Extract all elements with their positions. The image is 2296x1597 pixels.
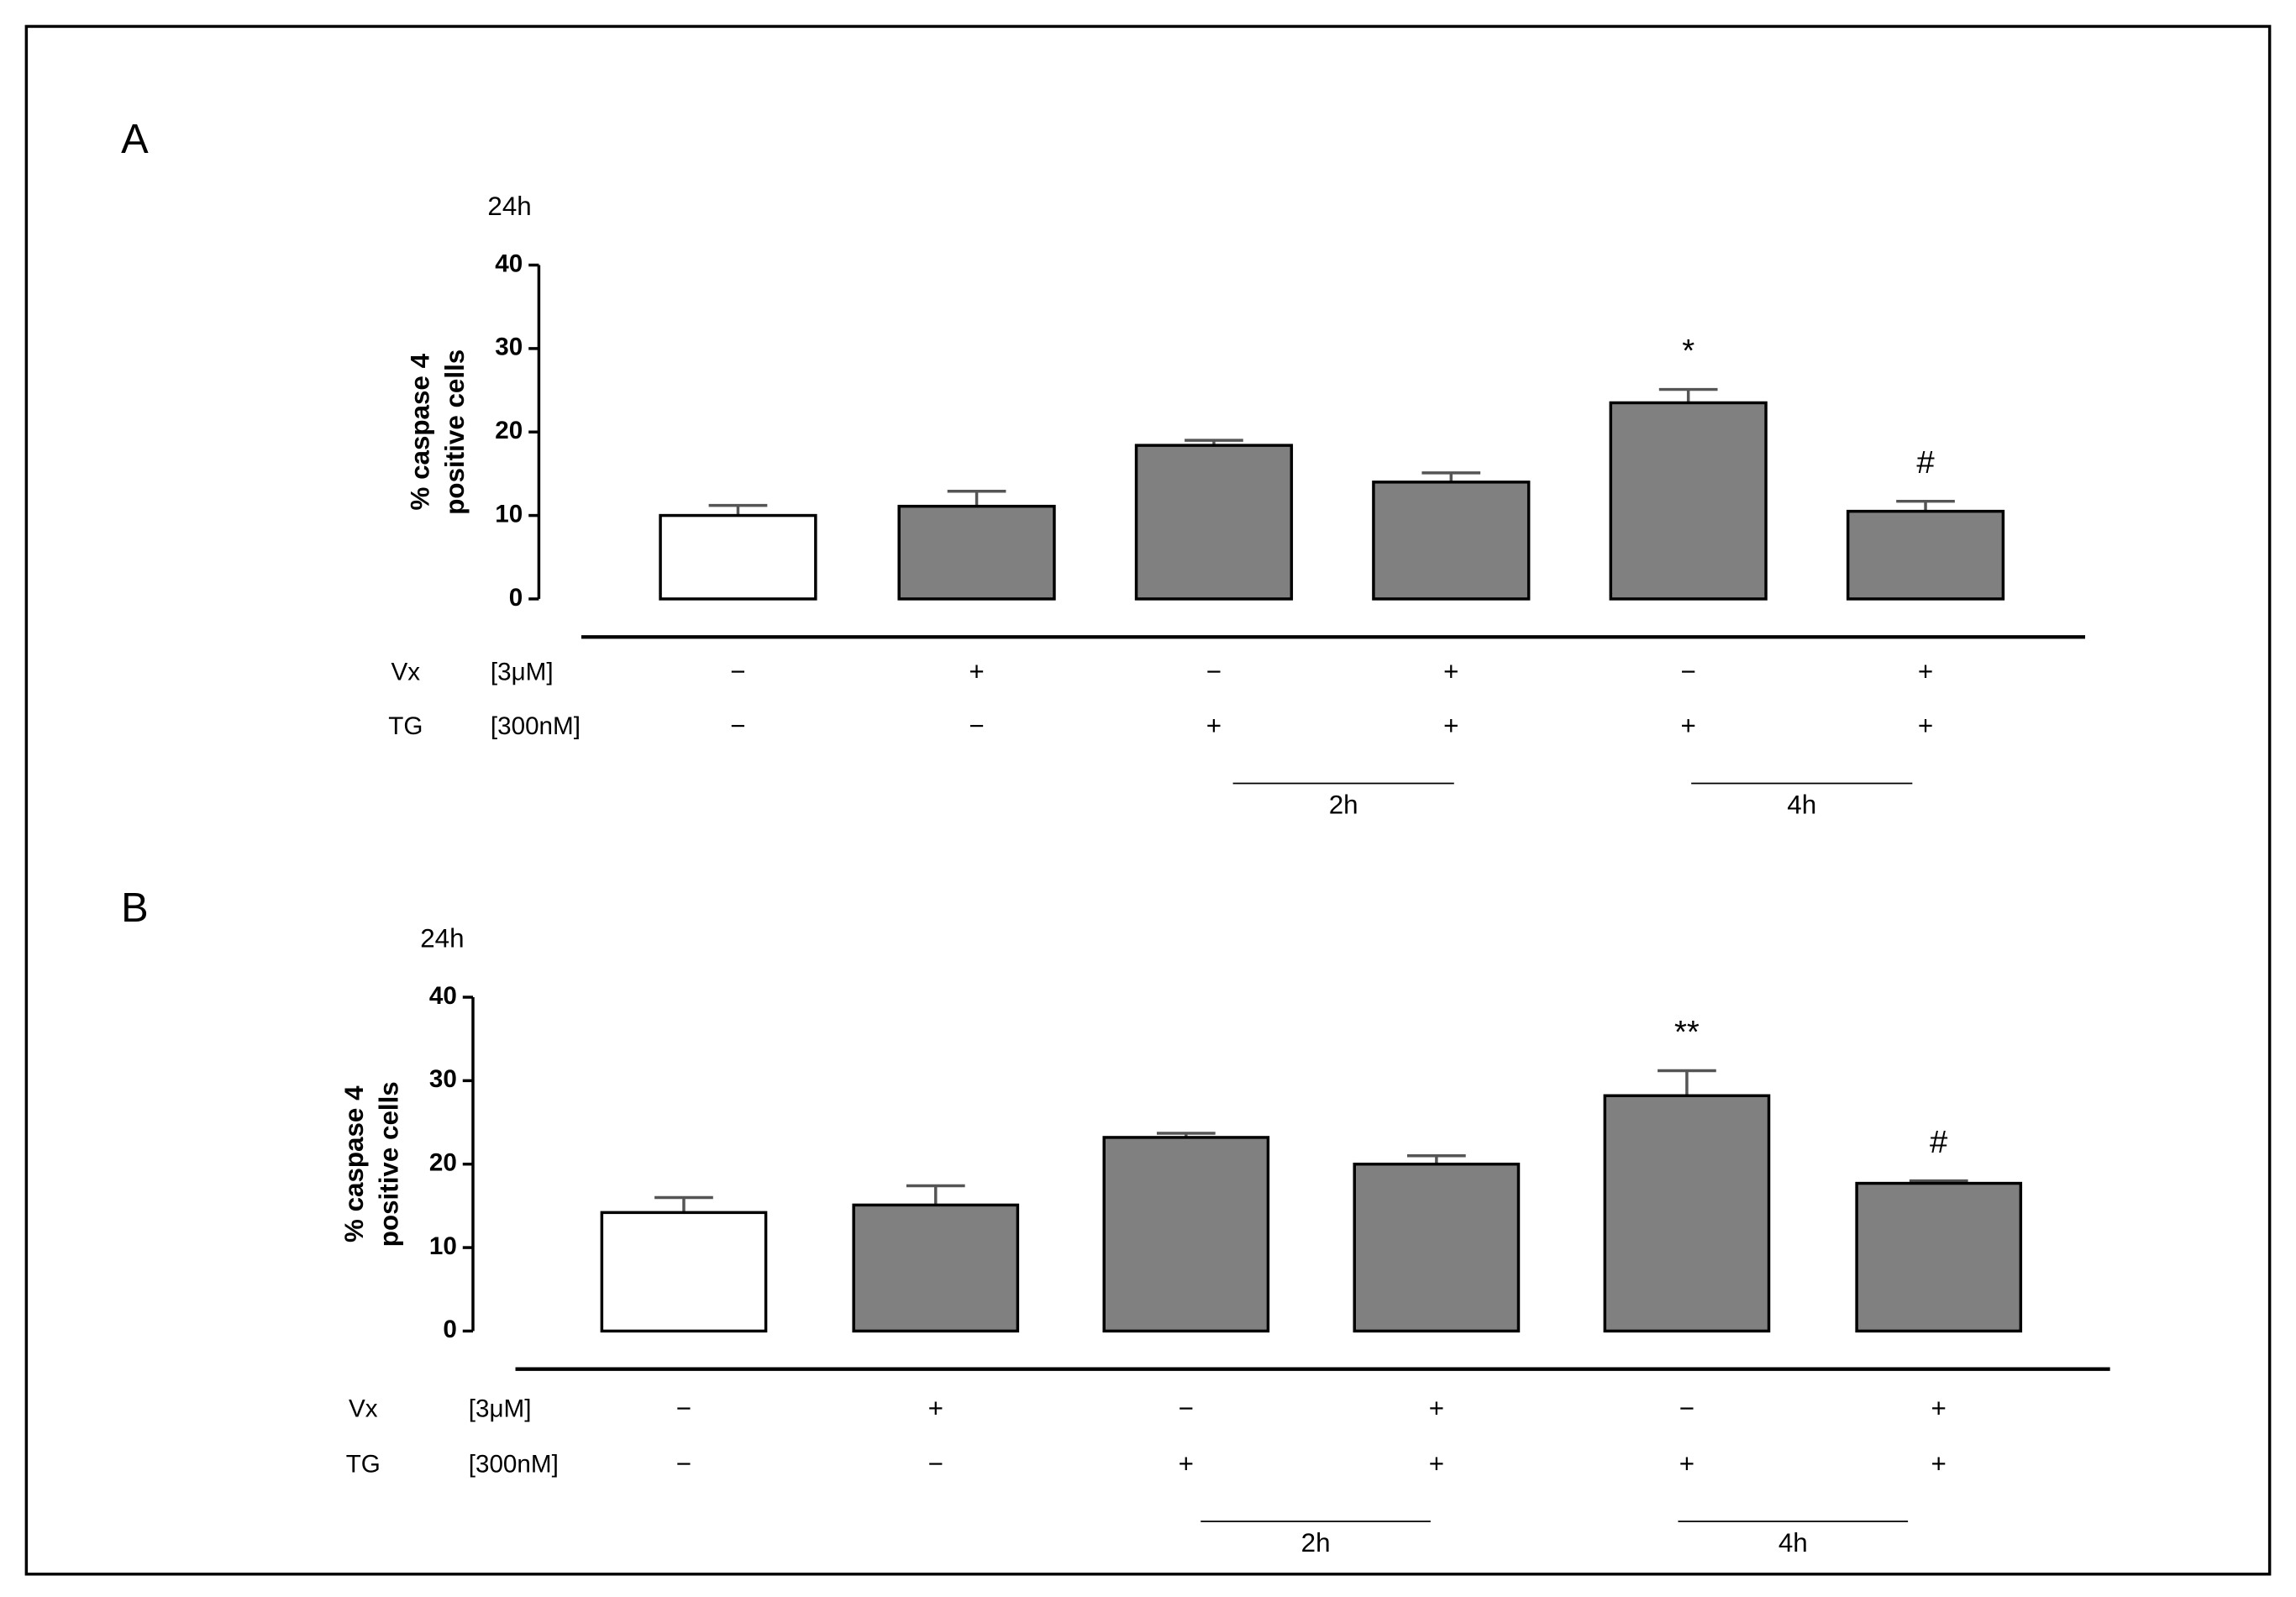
condition-sign: + [1679, 1449, 1694, 1479]
condition-sign: − [676, 1394, 691, 1423]
subtitle: 24h [420, 923, 464, 953]
condition-sign: − [730, 712, 745, 741]
y-tick-label: 40 [429, 982, 457, 1010]
condition-sign: − [676, 1449, 691, 1479]
condition-sign: − [1679, 1394, 1694, 1423]
y-tick-label: 10 [495, 500, 523, 528]
y-tick-label: 20 [429, 1149, 457, 1177]
condition-unit: [3μM] [469, 1395, 532, 1422]
condition-sign: − [730, 657, 745, 686]
condition-sign: + [969, 657, 984, 686]
y-axis-label: positive cells [440, 349, 470, 515]
panel-label: A [121, 117, 149, 162]
time-group-label: 2h [1301, 1528, 1331, 1558]
condition-sign: + [1931, 1449, 1947, 1479]
time-group-label: 4h [1787, 791, 1816, 820]
condition-sign: + [1443, 657, 1458, 686]
condition-sign: − [969, 712, 984, 741]
y-tick-label: 30 [429, 1065, 457, 1093]
condition-sign: + [1918, 657, 1933, 686]
y-axis-label: % caspase 4 [339, 1085, 369, 1242]
time-group-label: 2h [1329, 791, 1358, 820]
significance: ** [1674, 1014, 1700, 1050]
frame [24, 24, 2272, 1576]
bar [1609, 401, 1768, 601]
y-axis-label: positive cells [375, 1081, 404, 1247]
subtitle: 24h [487, 192, 531, 221]
bar [1603, 1094, 1771, 1333]
condition-sign: + [1179, 1449, 1194, 1479]
condition-sign: − [1206, 657, 1222, 686]
time-group-label: 4h [1778, 1528, 1808, 1558]
y-tick-label: 30 [495, 334, 523, 361]
condition-sign: − [928, 1449, 943, 1479]
condition-sign: + [928, 1394, 943, 1423]
y-tick-label: 0 [443, 1316, 456, 1343]
y-tick-label: 0 [509, 584, 523, 612]
y-tick-label: 40 [495, 250, 523, 277]
significance: # [1930, 1124, 1948, 1160]
panel-label: B [121, 885, 149, 931]
condition-sign: − [1680, 657, 1695, 686]
bar [1102, 1136, 1270, 1333]
bar [1372, 481, 1531, 601]
bar [659, 513, 817, 601]
bar [1134, 444, 1294, 601]
condition-sign: + [1918, 712, 1933, 741]
significance: # [1916, 444, 1935, 481]
condition-unit: [300nM] [491, 712, 581, 740]
bar [852, 1203, 1020, 1333]
y-axis-label: % caspase 4 [405, 353, 434, 510]
condition-sign: + [1680, 712, 1695, 741]
condition-sign: − [1179, 1394, 1194, 1423]
condition-unit: [3μM] [491, 659, 554, 686]
bar [1855, 1181, 2023, 1333]
condition-sign: + [1429, 1449, 1444, 1479]
bar [1353, 1162, 1521, 1333]
condition-label: Vx [391, 659, 421, 686]
condition-sign: + [1429, 1394, 1444, 1423]
condition-label: Vx [349, 1395, 378, 1422]
condition-sign: + [1206, 712, 1222, 741]
bar [897, 504, 1056, 601]
condition-sign: + [1931, 1394, 1947, 1423]
condition-unit: [300nM] [469, 1451, 559, 1479]
condition-label: TG [388, 712, 423, 740]
condition-sign: + [1443, 712, 1458, 741]
bar [600, 1211, 768, 1333]
y-tick-label: 20 [495, 417, 523, 444]
significance: * [1682, 333, 1694, 369]
y-tick-label: 10 [429, 1232, 457, 1260]
bar [1846, 509, 2005, 601]
condition-label: TG [346, 1451, 381, 1479]
